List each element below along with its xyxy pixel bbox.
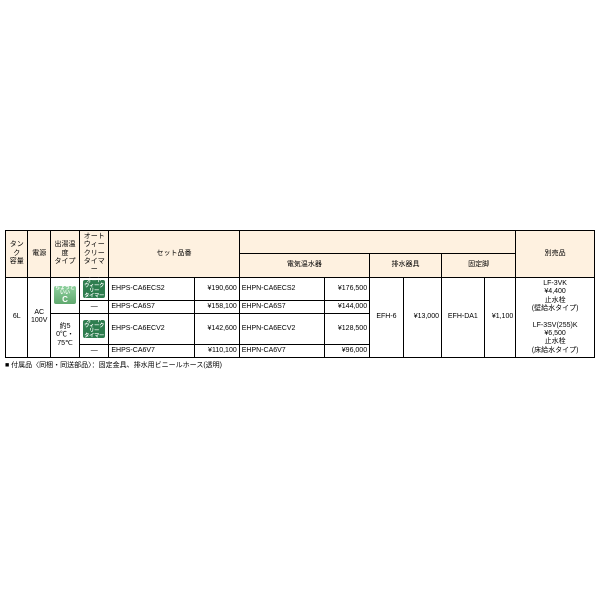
cell-set-code: EHPS-CA6S7: [109, 300, 194, 313]
hdr-auto: オートウィークリータイマー: [80, 230, 109, 277]
cell-fixture-price: ¥1,100: [484, 277, 516, 358]
cell-tank: 6L: [6, 277, 28, 358]
cell-drain-code: EFH-6: [370, 277, 404, 358]
cell-auto-dash: ―: [80, 344, 109, 357]
cell-drain-price: ¥13,000: [403, 277, 441, 358]
cell-auto-icon2: オートウィークリータイマー: [80, 314, 109, 345]
auto-timer-icon: オートウィークリータイマー: [83, 320, 105, 338]
hdr-temp: 出湯温度タイプ: [50, 230, 79, 277]
hdr-drain: 排水器具: [370, 254, 442, 277]
footnote: ■ 付属品〈同梱・同送部品〉：固定金具、排水用ビニールホース(透明): [5, 360, 595, 370]
table-header-row: タンク容量 電源 出湯温度タイプ オートウィークリータイマー セット品番 別売品: [6, 230, 595, 253]
spec-table: タンク容量 電源 出湯温度タイプ オートウィークリータイマー セット品番 別売品…: [5, 230, 595, 358]
cell-heater-price: ¥144,000: [325, 300, 370, 313]
cell-set-code: EHPS-CA6ECS2: [109, 277, 194, 300]
cell-auto-icon1: オートウィークリータイマー: [80, 277, 109, 300]
hdr-heater: 電気温水器: [239, 254, 369, 277]
cell-set-price: ¥190,600: [194, 277, 239, 300]
cell-set-code: EHPS-CA6ECV2: [109, 314, 194, 345]
cell-temp-label2: 約50℃・75℃: [50, 314, 79, 358]
cell-fixture-code: EFH-DA1: [442, 277, 485, 358]
cell-heater-price: ¥128,500: [325, 314, 370, 345]
table-row: 6L AC100V ちょうどいいC オートウィークリータイマー EHPS-CA6…: [6, 277, 595, 300]
cell-accessory: LF-3VK¥4,400止水栓(壁給水タイプ) LF-3SV(255)K¥6,5…: [516, 277, 595, 358]
cell-set-price: ¥142,600: [194, 314, 239, 345]
auto-timer-icon: オートウィークリータイマー: [83, 280, 105, 298]
cell-power: AC100V: [28, 277, 50, 358]
cell-auto-dash: ―: [80, 300, 109, 313]
hdr-tank: タンク容量: [6, 230, 28, 277]
temp-good-icon: ちょうどいいC: [54, 286, 76, 304]
cell-temp-icon1: ちょうどいいC: [50, 277, 79, 313]
cell-heater-code: EHPN-CA6ECS2: [239, 277, 324, 300]
hdr-set: セット品番: [109, 230, 239, 277]
hdr-accessory: 別売品: [516, 230, 595, 277]
cell-heater-code: EHPN-CA6S7: [239, 300, 324, 313]
cell-heater-price: ¥176,500: [325, 277, 370, 300]
hdr-power: 電源: [28, 230, 50, 277]
cell-heater-code: EHPN-CA6V7: [239, 344, 324, 357]
hdr-fixture: 固定脚: [442, 254, 516, 277]
cell-heater-price: ¥96,000: [325, 344, 370, 357]
cell-set-price: ¥110,100: [194, 344, 239, 357]
cell-set-code: EHPS-CA6V7: [109, 344, 194, 357]
cell-set-price: ¥158,100: [194, 300, 239, 313]
cell-heater-code: EHPN-CA6ECV2: [239, 314, 324, 345]
hdr-breakdown: [239, 230, 516, 253]
